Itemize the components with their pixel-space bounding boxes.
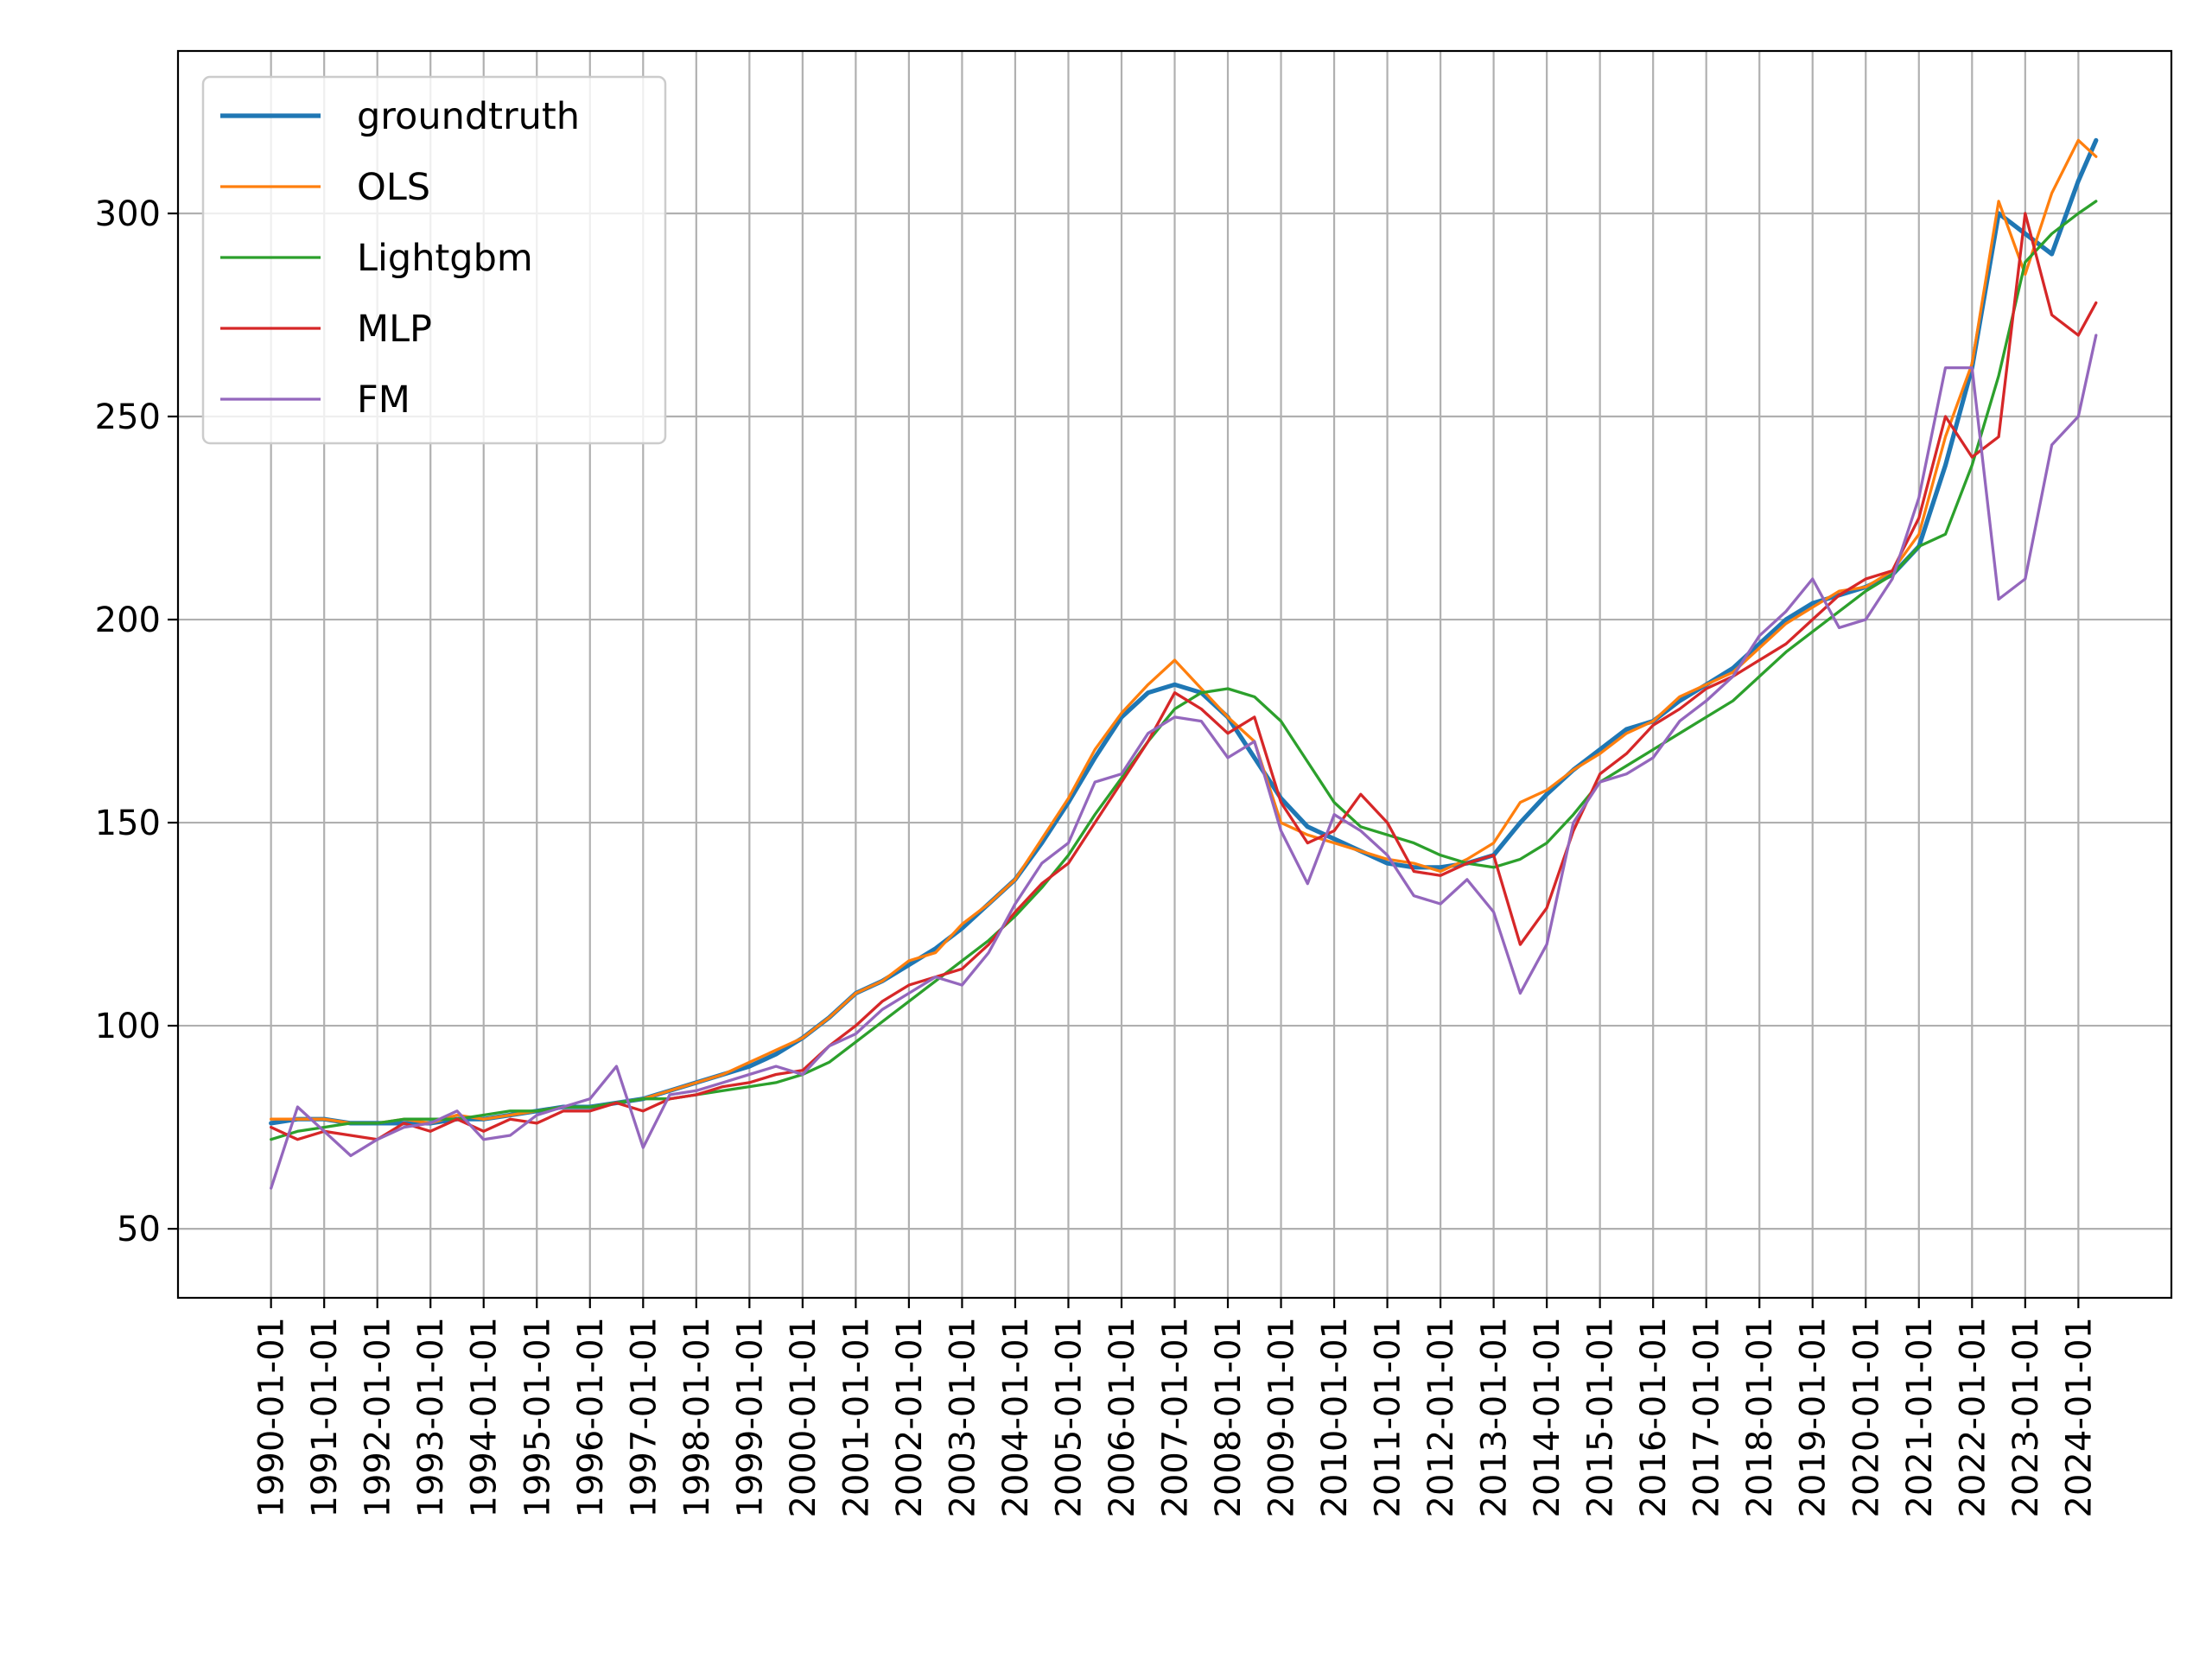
x-tick-label: 2005-01-01 [1049,1317,1089,1517]
x-tick-label: 2018-01-01 [1740,1317,1780,1517]
x-axis: 1990-01-01 1991-01-01 1992-01-01 1993-01-01… [252,1298,2099,1517]
y-tick-label: 250 [95,397,161,437]
x-tick-label: 2022-01-01 [1953,1317,1993,1517]
x-tick-label: 2011-01-01 [1369,1317,1408,1517]
x-tick-label: 2019-01-01 [1794,1317,1834,1517]
x-tick-label: 2014-01-01 [1528,1317,1567,1517]
x-tick-label: 2016-01-01 [1634,1317,1674,1517]
x-tick-label: 2001-01-01 [836,1317,876,1517]
series-line-mlp [270,212,2098,1141]
x-tick-label: 1994-01-01 [465,1317,505,1517]
y-tick-label: 300 [95,194,161,234]
x-tick-label: 1997-01-01 [624,1317,664,1517]
x-tick-label: 2023-01-01 [2006,1317,2046,1517]
y-axis: 50 100 150 200 250 300 [95,194,178,1249]
legend-label-lightgbm: Lightgbm [357,237,533,280]
series-lines [269,137,2099,1190]
x-tick-label: 2012-01-01 [1421,1317,1461,1517]
x-tick-label: 1995-01-01 [518,1317,557,1517]
x-tick-label: 2024-01-01 [2059,1317,2099,1517]
x-tick-label: 2013-01-01 [1475,1317,1515,1517]
x-tick-label: 2008-01-01 [1209,1317,1249,1517]
legend-label-ols: OLS [357,166,430,209]
x-tick-label: 2002-01-01 [890,1317,930,1517]
y-tick-label: 200 [95,601,161,640]
legend: groundtruth OLS Lightgbm MLP FM [201,75,667,445]
series-line-fm [270,334,2098,1190]
x-tick-label: 1990-01-01 [252,1317,292,1517]
x-tick-label: 2007-01-01 [1156,1317,1196,1517]
x-tick-label: 2009-01-01 [1262,1317,1302,1517]
x-tick-label: 2004-01-01 [996,1317,1036,1517]
legend-label-fm: FM [357,378,410,422]
legend-label-groundtruth: groundtruth [357,95,580,138]
x-tick-label: 1992-01-01 [359,1317,398,1517]
x-tick-label: 2003-01-01 [943,1317,982,1517]
x-tick-label: 1996-01-01 [571,1317,611,1517]
y-tick-label: 150 [95,804,161,843]
legend-box [201,75,667,445]
y-tick-label: 50 [117,1210,161,1249]
x-tick-label: 2021-01-01 [1900,1317,1940,1517]
x-tick-label: 2017-01-01 [1688,1317,1727,1517]
x-tick-label: 2015-01-01 [1581,1317,1621,1517]
x-tick-label: 1991-01-01 [305,1317,345,1517]
x-tick-label: 2006-01-01 [1103,1317,1142,1517]
y-tick-label: 100 [95,1007,161,1046]
x-tick-label: 2010-01-01 [1315,1317,1355,1517]
legend-label-mlp: MLP [357,308,432,351]
x-tick-label: 1998-01-01 [677,1317,717,1517]
x-tick-label: 1999-01-01 [730,1317,770,1517]
x-tick-label: 2020-01-01 [1847,1317,1886,1517]
x-tick-label: 2000-01-01 [784,1317,823,1517]
x-tick-label: 1993-01-01 [411,1317,451,1517]
